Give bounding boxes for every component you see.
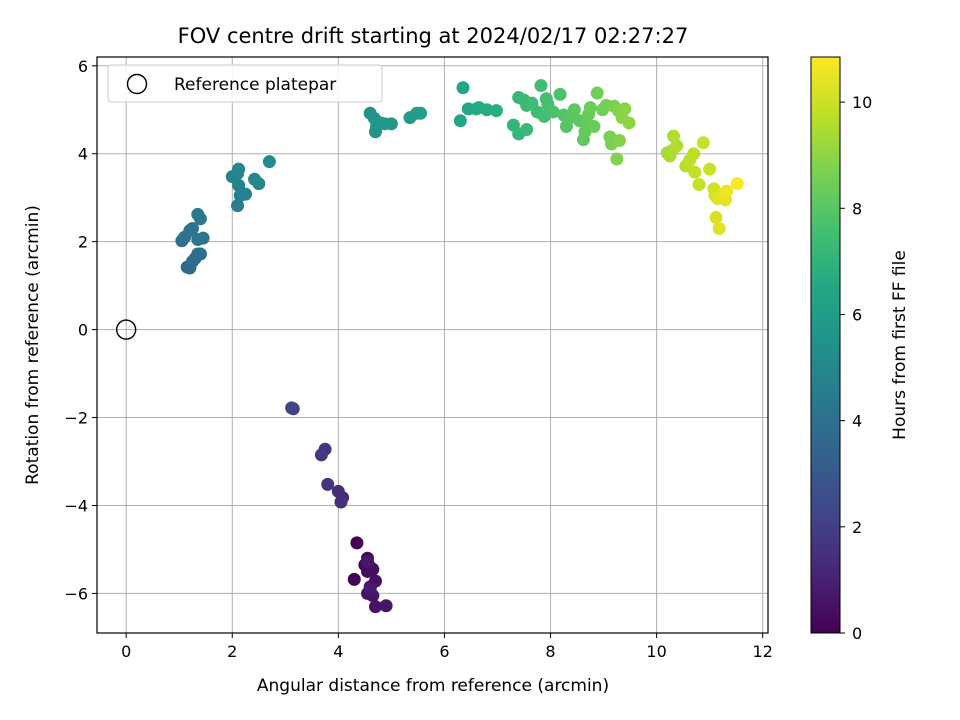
data-point [262,155,276,169]
colorbar-tick-label: 0 [852,624,862,643]
colorbar-tick-label: 10 [852,93,872,112]
data-point [692,178,706,192]
data-point [350,536,364,550]
data-point [709,210,723,224]
y-tick-label: −6 [64,584,88,603]
data-point [520,123,534,137]
y-tick-label: 6 [78,57,88,76]
legend-box [107,64,383,103]
colorbar-gradient [810,56,841,634]
data-point [252,177,266,191]
data-point [696,136,710,150]
data-point [720,184,734,198]
data-point [368,600,382,614]
plot-area-frame [96,56,769,634]
data-point [285,401,299,415]
data-point [667,129,681,143]
y-tick-label: 2 [78,233,88,252]
legend-label: Reference platepar [174,75,336,95]
colorbar-tick-label: 6 [852,305,862,324]
data-point [712,221,726,235]
data-point [193,212,207,226]
y-tick-label: 4 [78,145,88,164]
reference-platepar-point [115,319,137,340]
data-point [610,152,624,166]
data-point [546,105,560,119]
data-point [314,448,328,462]
x-tick-label: 4 [333,642,343,661]
data-point [321,477,335,491]
data-point [688,165,702,179]
data-point [191,247,205,261]
y-axis-label: Rotation from reference (arcmin) [23,205,43,485]
data-point [622,116,636,130]
data-point [480,103,494,117]
colorbar-tick-label: 2 [852,518,862,537]
legend-marker-hollow-circle [126,73,148,95]
x-tick-label: 8 [545,642,555,661]
x-tick-label: 12 [753,642,773,661]
data-point [231,199,245,213]
data-point [730,177,744,191]
data-point [414,106,428,120]
data-point [196,231,210,245]
x-tick-label: 10 [646,642,666,661]
chart-title: FOV centre drift starting at 2024/02/17 … [178,24,689,48]
data-point [384,117,398,131]
grid-lines [97,57,768,633]
data-point [687,147,701,161]
data-point [703,162,717,176]
x-axis-ticks: 0 2 4 6 8 10 12 [121,633,773,661]
data-point [361,555,375,569]
data-point [347,572,361,586]
x-tick-label: 6 [439,642,449,661]
data-point [456,81,470,95]
data-point [587,119,601,133]
y-tick-label: −2 [64,409,88,428]
x-axis-label: Angular distance from reference (arcmin) [257,676,609,696]
data-point [590,86,604,100]
data-point [534,79,548,93]
colorbar-label: Hours from first FF file [890,250,910,440]
data-points [115,79,744,614]
y-tick-label: 0 [78,321,88,340]
colorbar-tick-label: 8 [852,199,862,218]
data-point [334,495,348,509]
data-point [612,134,626,148]
colorbar: 0 2 4 6 8 10 Hours from first FF file [810,56,910,643]
data-point [489,104,503,118]
y-axis-ticks: −6 −4 −2 0 2 4 6 [64,57,97,603]
colorbar-ticks: 0 2 4 6 8 10 [840,93,872,643]
legend: Reference platepar [107,64,383,103]
data-point [379,599,393,613]
data-point [232,162,246,176]
data-point [185,221,199,235]
data-point [553,87,567,101]
data-point [567,103,581,117]
y-tick-label: −4 [64,496,88,515]
data-point [239,187,253,201]
data-point [363,582,377,596]
data-point [583,101,597,115]
data-point [331,484,345,498]
data-point [618,102,632,116]
data-point [453,114,467,128]
x-tick-label: 0 [121,642,131,661]
colorbar-tick-label: 4 [852,412,862,431]
x-tick-label: 2 [227,642,237,661]
